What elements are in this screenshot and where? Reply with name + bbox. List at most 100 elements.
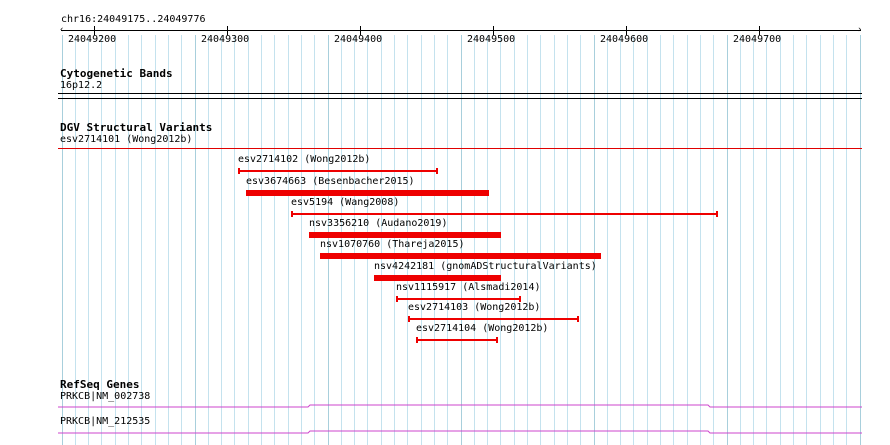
grid-line	[88, 35, 89, 445]
dgv-feature-label[interactable]: nsv1115917 (Alsmadi2014)	[396, 282, 541, 293]
grid-line	[62, 35, 63, 445]
dgv-feature-label[interactable]: esv2714104 (Wong2012b)	[416, 323, 549, 334]
grid-line	[500, 35, 501, 445]
grid-line	[381, 35, 382, 445]
grid-line	[687, 35, 688, 445]
dgv-feature-bar[interactable]	[416, 339, 497, 341]
grid-line	[314, 35, 315, 445]
grid-line	[540, 35, 541, 445]
grid-line	[195, 35, 196, 445]
grid-line	[434, 35, 435, 445]
dgv-feature-bar[interactable]	[396, 298, 520, 300]
dgv-feature-endcap	[577, 316, 579, 322]
ruler-tick	[227, 26, 228, 35]
refseq-track-title: RefSeq Genes	[60, 378, 140, 391]
dgv-feature-bar[interactable]	[408, 318, 578, 320]
grid-line	[407, 35, 408, 445]
grid-line	[607, 35, 608, 445]
ruler-tick	[94, 26, 95, 35]
grid-line	[301, 35, 302, 445]
dgv-feature-endcap	[396, 296, 398, 302]
grid-line	[766, 35, 767, 445]
ruler-axis[interactable]	[61, 30, 861, 31]
gene-label-nm-212535[interactable]: PRKCB|NM_212535	[60, 416, 151, 427]
dgv-feature-endcap	[496, 337, 498, 343]
grid-line	[168, 35, 169, 445]
grid-line	[740, 35, 741, 445]
dgv-feature-bar[interactable]	[238, 170, 437, 172]
grid-line	[461, 35, 462, 445]
gene-model-nm-212535[interactable]	[58, 425, 862, 437]
grid-line	[753, 35, 754, 445]
grid-line	[261, 35, 262, 445]
grid-line	[394, 35, 395, 445]
dgv-feature-label[interactable]: esv5194 (Wang2008)	[291, 197, 400, 208]
dgv-feature-endcap	[519, 296, 521, 302]
grid-line	[248, 35, 249, 445]
grid-line	[341, 35, 342, 445]
dgv-feature-label[interactable]: nsv4242181 (gnomADStructuralVariants)	[374, 261, 597, 272]
ruler-tick	[493, 26, 494, 35]
dgv-feature-bar[interactable]	[374, 275, 501, 281]
grid-line	[447, 35, 448, 445]
grid-line	[288, 35, 289, 445]
grid-line	[155, 35, 156, 445]
grid-line	[673, 35, 674, 445]
grid-line	[580, 35, 581, 445]
dgv-track-title: DGV Structural Variants	[60, 121, 213, 134]
dgv-feature-endcap	[436, 168, 438, 174]
grid-line	[115, 35, 116, 445]
grid-line	[421, 35, 422, 445]
grid-line	[860, 35, 861, 445]
grid-line	[833, 35, 834, 445]
ruler-tick-label: 24049400	[334, 34, 383, 45]
grid-line	[727, 35, 728, 445]
grid-line	[75, 35, 76, 445]
grid-line	[820, 35, 821, 445]
dgv-feature-endcap	[716, 211, 718, 217]
grid-line	[567, 35, 568, 445]
ruler-tick-label: 24049600	[600, 34, 649, 45]
ruler-tick-label: 24049500	[467, 34, 516, 45]
dgv-feature-label[interactable]: nsv1070760 (Thareja2015)	[320, 239, 465, 250]
ruler-tick	[759, 26, 760, 35]
gene-model-nm-002738[interactable]	[58, 400, 862, 412]
grid-line	[487, 35, 488, 445]
dgv-feature-bar[interactable]	[320, 253, 601, 259]
cytoband-label: 16p12.2	[60, 80, 103, 91]
grid-line	[806, 35, 807, 445]
grid-line	[700, 35, 701, 445]
dgv-feature-label[interactable]: nsv3356210 (Audano2019)	[309, 218, 448, 229]
grid-line	[141, 35, 142, 445]
dgv-feature-bar[interactable]	[291, 213, 717, 215]
grid-line	[274, 35, 275, 445]
dgv-track-line	[58, 148, 862, 149]
dgv-feature-bar[interactable]	[309, 232, 501, 238]
ruler-tick-label: 24049700	[733, 34, 782, 45]
grid-line	[128, 35, 129, 445]
grid-line	[647, 35, 648, 445]
grid-line	[846, 35, 847, 445]
scroll-right-arrow-icon[interactable]: ›	[857, 25, 863, 35]
grid-line	[234, 35, 235, 445]
grid-line	[221, 35, 222, 445]
grid-line	[633, 35, 634, 445]
grid-line	[620, 35, 621, 445]
dgv-feature-bar[interactable]	[246, 190, 489, 196]
ruler-tick	[626, 26, 627, 35]
dgv-feature-endcap	[408, 316, 410, 322]
dgv-feature-label[interactable]: esv2714103 (Wong2012b)	[408, 302, 541, 313]
dgv-feature-label[interactable]: esv2714102 (Wong2012b)	[238, 154, 371, 165]
grid-line	[594, 35, 595, 445]
grid-line	[101, 35, 102, 445]
grid-line	[660, 35, 661, 445]
ruler-tick-label: 24049300	[201, 34, 250, 45]
cytoband-track-title: Cytogenetic Bands	[60, 67, 173, 80]
gene-label-nm-002738[interactable]: PRKCB|NM_002738	[60, 391, 151, 402]
grid-line	[328, 35, 329, 445]
dgv-first-feature-label[interactable]: esv2714101 (Wong2012b)	[60, 134, 193, 145]
grid-line	[474, 35, 475, 445]
dgv-feature-label[interactable]: esv3674663 (Besenbacher2015)	[246, 176, 415, 187]
